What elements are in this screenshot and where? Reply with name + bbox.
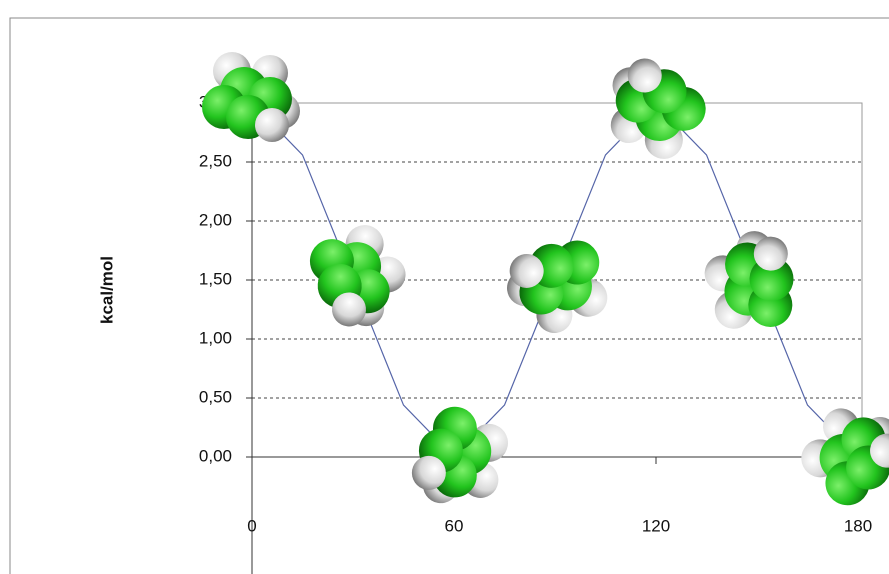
molecule-model [494, 221, 624, 348]
y-tick-label: 2,00 [199, 210, 232, 229]
y-tick-label: 1,00 [199, 328, 232, 347]
x-tick-label: 60 [445, 516, 464, 535]
molecule-model [789, 390, 889, 520]
molecule-model [291, 209, 423, 342]
x-tick-label: 180 [844, 516, 872, 535]
y-tick-label: 0,00 [199, 446, 232, 465]
y-tick-label: 1,50 [199, 269, 232, 288]
molecule-model [202, 52, 300, 142]
molecule-model [407, 401, 513, 513]
y-tick-label: 0,50 [199, 387, 232, 406]
x-tick-label: 120 [642, 516, 670, 535]
y-axis-title: kcal/mol [97, 256, 116, 324]
y-tick-label: 2,50 [199, 151, 232, 170]
x-tick-label: 0 [247, 516, 256, 535]
chart: kcal/mol 0,000,501,001,502,002,503,00060… [0, 0, 889, 574]
atom [255, 108, 289, 142]
molecule-model [693, 222, 811, 345]
molecule-model [593, 50, 716, 168]
